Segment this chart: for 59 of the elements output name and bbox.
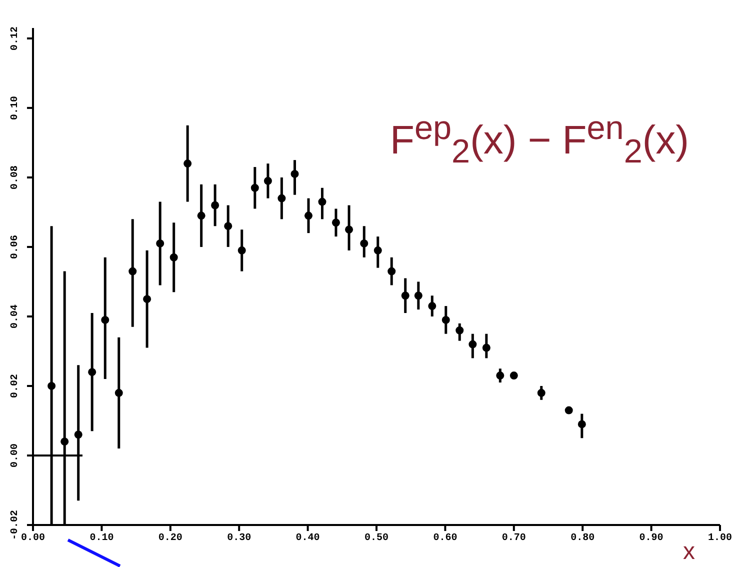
y-tick-label: 0.04 bbox=[10, 304, 21, 328]
point bbox=[537, 388, 546, 397]
point bbox=[318, 198, 326, 206]
y-tick-label: 0.12 bbox=[10, 26, 21, 50]
x-tick-label: 0.70 bbox=[502, 533, 526, 544]
y-tick-label: 0.06 bbox=[10, 234, 21, 259]
point bbox=[114, 388, 123, 397]
point bbox=[128, 267, 137, 276]
y-tick-label: 0.00 bbox=[10, 443, 21, 468]
x-tick-label: 1.00 bbox=[708, 533, 732, 544]
x-axis-title: x bbox=[683, 538, 695, 566]
point bbox=[101, 316, 110, 324]
point bbox=[250, 184, 259, 192]
point bbox=[468, 340, 477, 348]
point bbox=[374, 246, 382, 254]
annotation: F$^{ep}$$_{2}$(x) − F$^{en}$$_{2}$(x) bbox=[390, 110, 689, 172]
point bbox=[48, 382, 56, 390]
point bbox=[345, 226, 354, 234]
point bbox=[184, 160, 192, 168]
point bbox=[510, 372, 518, 380]
x-tick-label: 0.20 bbox=[158, 533, 182, 544]
point bbox=[482, 344, 490, 352]
point bbox=[88, 368, 96, 376]
point bbox=[211, 201, 220, 210]
point bbox=[224, 222, 232, 230]
point bbox=[264, 176, 272, 185]
point bbox=[414, 292, 422, 300]
y-tick-label: 0.02 bbox=[10, 374, 21, 398]
x-tick-label: 0.50 bbox=[364, 533, 389, 544]
point bbox=[304, 212, 312, 220]
point bbox=[401, 292, 410, 300]
point bbox=[170, 253, 178, 262]
x-tick-label: 0.80 bbox=[570, 533, 595, 544]
point bbox=[496, 372, 504, 380]
x-tick-label: 0.60 bbox=[433, 533, 458, 544]
point bbox=[388, 267, 396, 276]
point bbox=[143, 295, 152, 304]
point bbox=[332, 218, 340, 227]
point bbox=[238, 246, 246, 254]
x-tick-label: 0.00 bbox=[20, 533, 46, 544]
x-tick-label: 0.30 bbox=[227, 533, 252, 544]
y-tick-label: 0.10 bbox=[10, 96, 21, 120]
x-tick-label: 0.10 bbox=[90, 533, 114, 544]
point bbox=[74, 430, 82, 439]
point bbox=[197, 212, 206, 220]
point bbox=[290, 170, 299, 178]
point bbox=[578, 420, 586, 428]
y-tick-label: 0.08 bbox=[10, 165, 21, 190]
point bbox=[156, 239, 164, 248]
point bbox=[278, 194, 286, 202]
point bbox=[456, 326, 464, 334]
point bbox=[428, 302, 436, 310]
point bbox=[360, 239, 368, 248]
x-tick-label: 0.40 bbox=[296, 533, 320, 544]
point bbox=[442, 316, 450, 324]
x-tick-label: 0.90 bbox=[639, 533, 664, 544]
point bbox=[60, 438, 69, 446]
y-tick-label: -0.02 bbox=[10, 510, 21, 540]
point bbox=[564, 406, 573, 414]
